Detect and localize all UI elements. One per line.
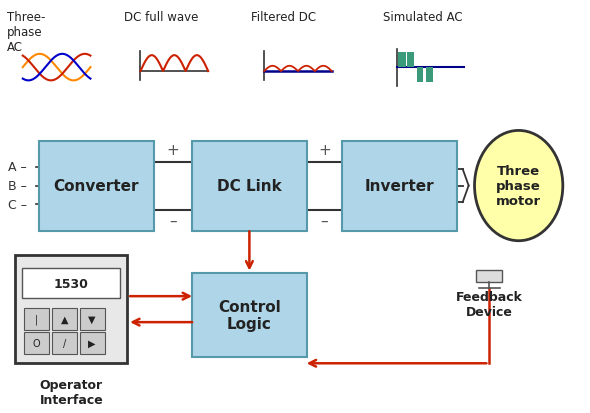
Ellipse shape: [474, 131, 563, 241]
Text: Operator
Interface: Operator Interface: [40, 377, 103, 406]
Text: Converter: Converter: [54, 179, 139, 194]
Text: O: O: [32, 338, 40, 348]
Text: Filtered DC: Filtered DC: [251, 11, 316, 24]
Text: –: –: [320, 214, 328, 228]
Text: +: +: [166, 143, 179, 158]
Text: C –: C –: [8, 199, 27, 211]
Text: ▲: ▲: [61, 314, 68, 324]
Bar: [80, 332, 104, 354]
Text: Three
phase
motor: Three phase motor: [496, 165, 541, 208]
Text: Inverter: Inverter: [365, 179, 434, 194]
Bar: [80, 309, 104, 330]
Bar: [398, 53, 406, 68]
Text: A –: A –: [8, 161, 27, 174]
Bar: [417, 68, 423, 83]
Bar: [15, 255, 127, 363]
Text: Control
Logic: Control Logic: [218, 299, 281, 332]
Text: 1530: 1530: [54, 277, 88, 290]
Text: Feedback
Device: Feedback Device: [456, 290, 523, 318]
Bar: [427, 68, 433, 83]
FancyBboxPatch shape: [192, 274, 307, 357]
Text: –: –: [169, 214, 176, 228]
Text: DC full wave: DC full wave: [124, 11, 199, 24]
Text: /: /: [63, 338, 66, 348]
Text: Simulated AC: Simulated AC: [384, 11, 463, 24]
Text: DC Link: DC Link: [217, 179, 282, 194]
FancyBboxPatch shape: [342, 141, 457, 231]
Bar: [476, 271, 503, 282]
Bar: [22, 268, 120, 299]
Bar: [24, 332, 49, 354]
Text: ▼: ▼: [88, 314, 96, 324]
Text: ▶: ▶: [88, 338, 96, 348]
Text: B –: B –: [8, 180, 27, 192]
Text: |: |: [35, 314, 38, 324]
FancyBboxPatch shape: [39, 141, 154, 231]
Bar: [24, 309, 49, 330]
Bar: [52, 309, 77, 330]
Text: Three-
phase
AC: Three- phase AC: [6, 11, 45, 54]
Text: +: +: [318, 143, 331, 158]
FancyBboxPatch shape: [192, 141, 307, 231]
Bar: [407, 53, 414, 68]
Bar: [52, 332, 77, 354]
